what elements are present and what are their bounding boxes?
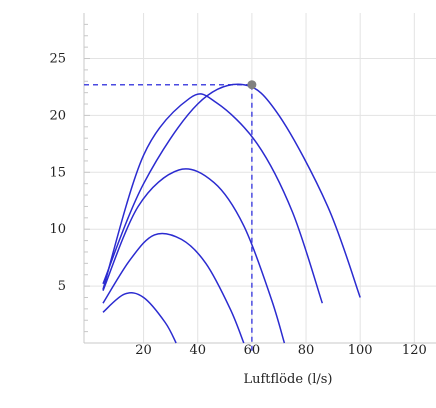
fan-curve-3 xyxy=(102,168,286,344)
x-tick-label-120: 120 xyxy=(402,343,427,358)
y-tick-label-15: 15 xyxy=(49,165,66,180)
fan-curve-5 xyxy=(102,292,177,344)
guide-lines xyxy=(84,83,253,351)
curves xyxy=(102,83,361,344)
fan-curve-4 xyxy=(102,232,245,344)
fan-curve-2 xyxy=(102,83,361,298)
markers xyxy=(247,80,257,90)
y-minor-ticks xyxy=(84,23,90,333)
y-tick-label-25: 25 xyxy=(49,52,66,67)
x-axis-label: Luftflöde (l/s) xyxy=(243,372,332,387)
y-tick-label-10: 10 xyxy=(49,222,66,237)
x-tick-label-100: 100 xyxy=(348,343,373,358)
operating-point-marker xyxy=(247,80,257,90)
x-tick-label-80: 80 xyxy=(298,343,315,358)
axes xyxy=(83,13,436,344)
fan-curve-1 xyxy=(102,93,324,304)
grid xyxy=(84,13,436,343)
x-tick-label-40: 40 xyxy=(189,343,206,358)
y-tick-label-20: 20 xyxy=(49,108,66,123)
x-tick-label-20: 20 xyxy=(135,343,152,358)
y-tick-label-5: 5 xyxy=(58,279,66,294)
